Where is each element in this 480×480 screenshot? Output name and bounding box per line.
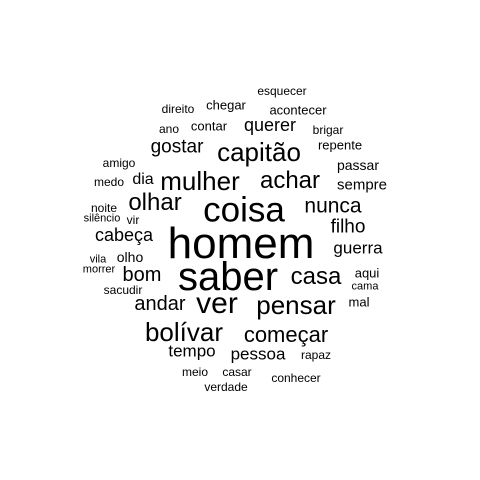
word-bom: bom — [122, 264, 162, 286]
word-contar: contar — [190, 118, 228, 134]
word-cabeca: cabeça — [94, 225, 154, 245]
word-esquecer: esquecer — [257, 84, 307, 98]
word-capitao: capitão — [217, 137, 301, 167]
word-ano: ano — [158, 122, 180, 136]
word-gostar: gostar — [150, 136, 204, 158]
word-conhecer: conhecer — [271, 371, 321, 385]
word-guerra: guerra — [333, 238, 383, 258]
word-rapaz: rapaz — [300, 348, 332, 362]
word-homem: homem — [167, 219, 315, 268]
word-nunca: nunca — [304, 194, 362, 218]
word-silencio: silêncio — [83, 212, 121, 225]
word-tempo: tempo — [168, 341, 216, 361]
word-amigo: amigo — [102, 156, 136, 170]
word-coisa: coisa — [203, 190, 285, 230]
word-chegar: chegar — [206, 97, 246, 113]
word-repente: repente — [317, 137, 363, 153]
word-achar: achar — [259, 167, 321, 194]
word-casar: casar — [222, 365, 252, 379]
word-querer: querer — [243, 115, 297, 135]
word-comecar: começar — [243, 322, 329, 347]
word-pessoa: pessoa — [230, 344, 286, 364]
word-vir: vir — [126, 213, 140, 227]
word-sacudir: sacudir — [103, 283, 143, 297]
word-meio: meio — [181, 365, 209, 379]
word-aqui: aqui — [354, 265, 380, 281]
word-saber: saber — [177, 255, 279, 299]
word-noite: noite — [90, 201, 118, 215]
word-passar: passar — [336, 157, 380, 173]
word-pensar: pensar — [256, 290, 336, 320]
word-andar: andar — [134, 293, 186, 315]
word-mal: mal — [348, 294, 370, 310]
word-bolivar: bolívar — [144, 317, 224, 347]
word-vila: vila — [89, 253, 107, 266]
word-morrer: morrer — [82, 263, 116, 276]
word-filho: filho — [330, 216, 366, 238]
word-olhar: olhar — [128, 189, 182, 216]
word-casa: casa — [290, 263, 342, 290]
word-ver: ver — [196, 287, 238, 320]
word-cama: cama — [351, 280, 379, 293]
word-verdade: verdade — [204, 380, 248, 394]
word-medo: medo — [93, 175, 125, 189]
word-sempre: sempre — [336, 176, 388, 194]
word-mulher: mulher — [160, 166, 240, 196]
word-dia: dia — [132, 171, 154, 188]
word-acontecer: acontecer — [269, 102, 327, 118]
word-direito: direito — [161, 102, 195, 116]
word-brigar: brigar — [312, 123, 344, 137]
word-olho: olho — [116, 249, 144, 265]
